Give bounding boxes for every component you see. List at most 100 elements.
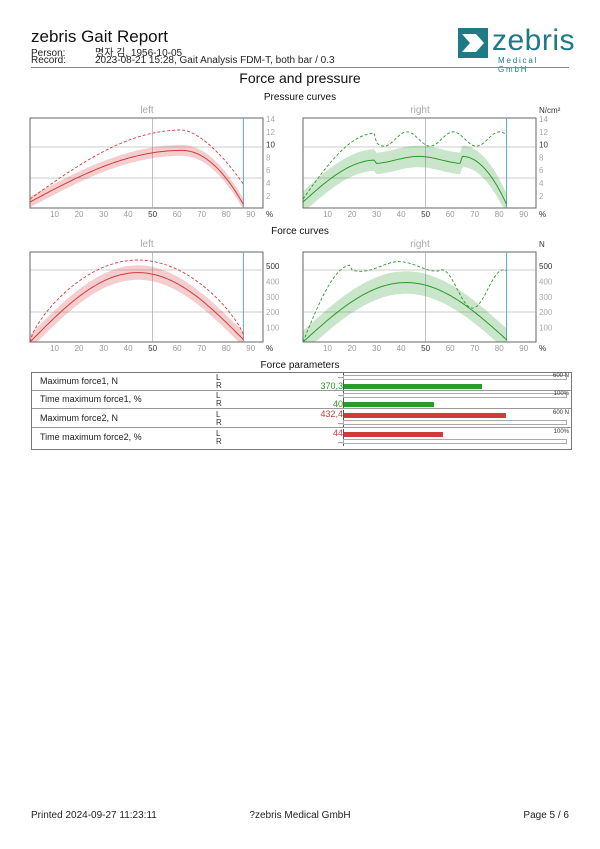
section-title: Force and pressure (239, 70, 361, 86)
x-unit-label: % (266, 344, 273, 353)
x-tick-label: 20 (75, 344, 84, 353)
param-row: Time maximum force1, % L R – 40 100% (32, 390, 571, 409)
std-band (30, 265, 244, 342)
param-track (343, 375, 567, 380)
x-tick-label: 30 (99, 344, 108, 353)
param-r-value: 370,3 (320, 381, 343, 391)
mean-line (29, 272, 244, 343)
x-tick-label: 30 (99, 210, 108, 219)
footer-printed: Printed 2024-09-27 11:23:11 (31, 810, 157, 821)
record-label: Record: (31, 55, 67, 66)
mean-line (302, 281, 507, 343)
param-label: Time maximum force1, % (40, 394, 142, 404)
param-row: Time maximum force2, % L R 44 – 100% (32, 428, 571, 447)
x-tick-label: 70 (197, 344, 206, 353)
header-divider (31, 67, 569, 68)
force-unit: N (539, 240, 545, 249)
param-label: Maximum force2, N (40, 413, 119, 423)
param-r-letter: R (216, 418, 222, 427)
param-r-value: 40 (332, 399, 343, 409)
logo-text: zebris (492, 24, 576, 57)
person-label: Person: (31, 48, 66, 59)
pressure-left-plot (29, 117, 264, 209)
param-zero-mark (343, 429, 344, 446)
y-tick-label: 14 (266, 115, 275, 124)
y-tick-label: 2 (539, 192, 544, 201)
x-tick-label: 60 (173, 210, 182, 219)
std-band (303, 271, 507, 342)
pressure-right-plot (302, 117, 537, 209)
x-tick-label: 30 (372, 210, 381, 219)
param-track (343, 420, 567, 425)
y-tick-label: 100 (266, 324, 280, 333)
x-tick-label: 60 (446, 344, 455, 353)
param-row: Maximum force1, N L R – 370,3 600 N (32, 372, 571, 391)
x-unit-label: % (266, 210, 273, 219)
param-zero-mark (343, 410, 344, 427)
x-tick-label: 80 (495, 210, 504, 219)
param-scale: 600 N (552, 373, 569, 379)
pressure-ticks: 10 20 30 40 50 60 70 80 90 10 20 30 40 50 60 70 80 90 14 14… (50, 115, 548, 219)
x-tick-label: 90 (246, 210, 255, 219)
x-tick-label: 80 (495, 344, 504, 353)
y-tick-label: 14 (539, 115, 548, 124)
x-tick-label: 30 (372, 344, 381, 353)
std-band (303, 145, 507, 208)
plot-frame (302, 251, 537, 343)
y-tick-label: 12 (539, 128, 548, 137)
zebris-logo: zebris Medical GmbH (458, 24, 575, 74)
param-bar (344, 402, 434, 407)
param-zero-mark (343, 373, 344, 390)
x-tick-label: 60 (173, 344, 182, 353)
param-row: Maximum force2, N L R 432,4 – 600 N (32, 409, 571, 428)
param-track (343, 439, 567, 444)
x-tick-label: 10 (323, 344, 332, 353)
force-ticks: 10 20 30 40 50 60 70 80 90 10 20 30 40 50 60 70 80 90 500 5… (50, 262, 553, 353)
plot-frame (29, 251, 264, 343)
param-l-value: – (337, 390, 343, 400)
param-l-value: 432,4 (320, 409, 343, 419)
x-tick-label: 80 (222, 210, 231, 219)
force-left-plot (29, 251, 264, 343)
y-tick-label: 500 (539, 262, 553, 271)
y-tick-label: 100 (539, 324, 553, 333)
y-tick-label: 6 (539, 166, 544, 175)
param-r-value: – (337, 418, 343, 428)
x-unit-label: % (539, 210, 546, 219)
param-zero-mark (343, 391, 344, 408)
param-bar (344, 432, 443, 437)
y-tick-label: 8 (266, 153, 271, 162)
y-tick-label: 12 (266, 128, 275, 137)
force-parameters-table: Maximum force1, N L R – 370,3 600 N Time… (31, 372, 572, 450)
y-tick-label: 400 (266, 277, 280, 286)
max-line (302, 131, 507, 200)
x-tick-label: 80 (222, 344, 231, 353)
max-line (302, 261, 507, 343)
y-tick-label: 200 (266, 308, 280, 317)
x-tick-label: 10 (323, 210, 332, 219)
y-tick-label: 10 (266, 141, 275, 150)
x-tick-label: 10 (50, 210, 59, 219)
param-l-letter: L (216, 410, 221, 419)
x-tick-label: 20 (348, 210, 357, 219)
y-tick-label: 200 (539, 308, 553, 317)
pressure-charts: left right N/cm² 10 20 30 40 50 60 70 80 90 10 20 3… (29, 105, 561, 219)
y-tick-label: 400 (539, 277, 553, 286)
mean-line (29, 149, 244, 205)
force-left-label: left (140, 239, 154, 250)
y-tick-label: 300 (539, 293, 553, 302)
person-value: 명자 김, 1956-10-05 (95, 48, 183, 59)
param-track (343, 393, 567, 398)
param-scale: 100% (553, 429, 569, 435)
x-tick-label: 10 (50, 344, 59, 353)
force-right-label: right (410, 239, 430, 250)
param-r-value: – (337, 437, 343, 447)
x-tick-label: 40 (397, 344, 406, 353)
x-tick-label: 50 (148, 344, 157, 353)
x-tick-label: 40 (397, 210, 406, 219)
y-tick-label: 6 (266, 166, 271, 175)
logo-mark-icon (458, 28, 488, 58)
x-tick-label: 70 (197, 210, 206, 219)
y-tick-label: 2 (266, 192, 271, 201)
param-r-letter: R (216, 399, 222, 408)
